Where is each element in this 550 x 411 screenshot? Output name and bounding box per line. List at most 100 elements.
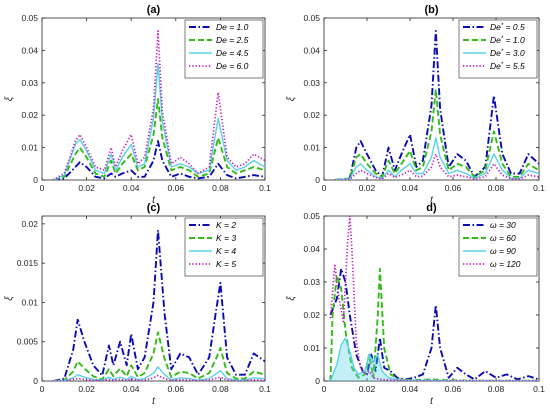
legend: De = 1.0 De = 2.5 De = 4.5 De = 6.0 bbox=[184, 19, 264, 79]
x-tick-label: 0.08 bbox=[212, 183, 229, 193]
x-tick-label: 0.04 bbox=[402, 183, 419, 193]
y-tick-label: 0.05 bbox=[303, 13, 320, 23]
y-tick-label: 0.015 bbox=[17, 258, 39, 268]
series-line-3 bbox=[334, 137, 539, 180]
legend-box bbox=[184, 19, 264, 79]
legend-label: K = 2 bbox=[216, 220, 236, 230]
y-tick-label: 0.01 bbox=[21, 143, 38, 153]
y-tick-label: 0.03 bbox=[303, 277, 320, 287]
legend-label: K = 5 bbox=[216, 259, 236, 269]
series-line-1 bbox=[52, 140, 265, 180]
x-tick-label: 0.04 bbox=[123, 183, 140, 193]
x-tick-label: 0.1 bbox=[533, 183, 545, 193]
panel-label: (c) bbox=[147, 202, 161, 214]
legend-label: K = 3 bbox=[216, 233, 236, 243]
y-tick-label: 0.04 bbox=[21, 45, 38, 55]
y-tick-label: 0.03 bbox=[21, 78, 38, 88]
legend-label: De = 6.0 bbox=[216, 61, 249, 71]
legend-label: ω = 90 bbox=[490, 246, 516, 256]
x-tick-label: 0.1 bbox=[533, 384, 545, 394]
y-tick-label: 0 bbox=[33, 376, 38, 386]
x-axis-label: t bbox=[152, 195, 156, 206]
series-line-3 bbox=[53, 366, 265, 381]
y-tick-label: 0.01 bbox=[303, 143, 320, 153]
legend-label: K = 4 bbox=[216, 246, 236, 256]
y-tick-label: 0.005 bbox=[17, 337, 39, 347]
x-tick-label: 0.06 bbox=[168, 384, 185, 394]
legend-label: De* = 5.5 bbox=[490, 61, 525, 71]
x-tick-label: 0.06 bbox=[445, 183, 462, 193]
x-axis-label: t bbox=[430, 396, 434, 407]
legend-box bbox=[458, 19, 538, 79]
x-axis-label: t bbox=[430, 195, 434, 206]
legend: ω = 30 ω = 60 ω = 90 ω = 120 bbox=[458, 217, 538, 277]
y-tick-label: 0.04 bbox=[303, 244, 320, 254]
legend-label: ω = 30 bbox=[490, 220, 516, 230]
chart-panel-4: d) 0 0.02 0.04 0.06 0.08 0.1 0 0.01 0.02 0.03 0.04 0… bbox=[286, 202, 545, 407]
y-tick-label: 0.01 bbox=[21, 297, 38, 307]
x-tick-label: 0.02 bbox=[359, 384, 376, 394]
legend-label: ω = 120 bbox=[490, 259, 521, 269]
series-line-4 bbox=[329, 216, 539, 381]
y-axis-label: ξ bbox=[286, 96, 297, 101]
x-axis-label: t bbox=[152, 396, 156, 407]
legend-box bbox=[458, 217, 538, 277]
legend-label: De = 4.5 bbox=[216, 48, 249, 58]
y-tick-label: 0.04 bbox=[303, 45, 320, 55]
legend: De* = 0.5 De* = 1.0 De* = 3.0 De* = 5.5 bbox=[458, 19, 538, 79]
y-tick-label: 0 bbox=[315, 376, 320, 386]
x-tick-label: 0.08 bbox=[212, 384, 229, 394]
legend: K = 2 K = 3 K = 4 K = 5 bbox=[184, 217, 264, 277]
x-tick-label: 0 bbox=[40, 183, 45, 193]
y-tick-label: 0.02 bbox=[303, 110, 320, 120]
x-tick-label: 0.06 bbox=[168, 183, 185, 193]
x-tick-label: 0 bbox=[40, 384, 45, 394]
series-line-4 bbox=[53, 374, 265, 381]
panel-label: d) bbox=[426, 202, 437, 214]
series-line-1 bbox=[52, 229, 265, 381]
legend-label: De* = 3.0 bbox=[490, 48, 525, 58]
legend-label: De* = 0.5 bbox=[490, 22, 525, 32]
series-line-1 bbox=[334, 30, 539, 180]
y-tick-label: 0 bbox=[315, 175, 320, 185]
series-line-3 bbox=[52, 62, 265, 180]
y-tick-label: 0.01 bbox=[303, 343, 320, 353]
x-tick-label: 0.04 bbox=[123, 384, 140, 394]
y-axis-label: ξ bbox=[286, 296, 297, 301]
series-line-4 bbox=[52, 30, 265, 180]
series-line-2 bbox=[53, 331, 265, 381]
x-tick-label: 0.1 bbox=[259, 384, 271, 394]
x-tick-label: 0.08 bbox=[488, 384, 505, 394]
series-line-2 bbox=[334, 88, 539, 180]
x-tick-label: 0.02 bbox=[78, 384, 95, 394]
y-axis-label: ξ bbox=[4, 296, 15, 301]
x-tick-label: 0.02 bbox=[359, 183, 376, 193]
y-axis-label: ξ bbox=[4, 96, 15, 101]
series-line-2 bbox=[52, 98, 265, 180]
y-tick-label: 0.03 bbox=[303, 78, 320, 88]
x-tick-label: 0 bbox=[322, 384, 327, 394]
chart-panel-3: (c) 0 0.02 0.04 0.06 0.08 0.1 0 0.005 0.01 0.015 0.… bbox=[4, 202, 271, 407]
series-line-1 bbox=[329, 267, 539, 381]
legend-label: De = 2.5 bbox=[216, 35, 249, 45]
x-tick-label: 0.1 bbox=[259, 183, 271, 193]
x-tick-label: 0 bbox=[322, 183, 327, 193]
legend-label: ω = 60 bbox=[490, 233, 516, 243]
y-tick-label: 0.05 bbox=[21, 13, 38, 23]
x-tick-label: 0.08 bbox=[488, 183, 505, 193]
y-tick-label: 0.02 bbox=[21, 219, 38, 229]
legend-box bbox=[184, 217, 264, 277]
x-tick-label: 0.04 bbox=[402, 384, 419, 394]
x-tick-label: 0.02 bbox=[78, 183, 95, 193]
y-tick-label: 0.05 bbox=[303, 211, 320, 221]
panel-label: (a) bbox=[147, 4, 161, 16]
series-line-3 bbox=[329, 337, 539, 381]
legend-label: De = 1.0 bbox=[216, 22, 249, 32]
series-line-4 bbox=[334, 153, 539, 180]
y-tick-label: 0 bbox=[33, 175, 38, 185]
panel-label: (b) bbox=[424, 4, 438, 16]
y-tick-label: 0.02 bbox=[303, 310, 320, 320]
chart-panel-1: (a) 0 0.02 0.04 0.06 0.08 0.1 0 0.01 0.02 0.03 0.04… bbox=[4, 4, 271, 206]
chart-panel-2: (b) 0 0.02 0.04 0.06 0.08 0.1 0 0.01 0.02 0.03 0.04… bbox=[286, 4, 545, 206]
